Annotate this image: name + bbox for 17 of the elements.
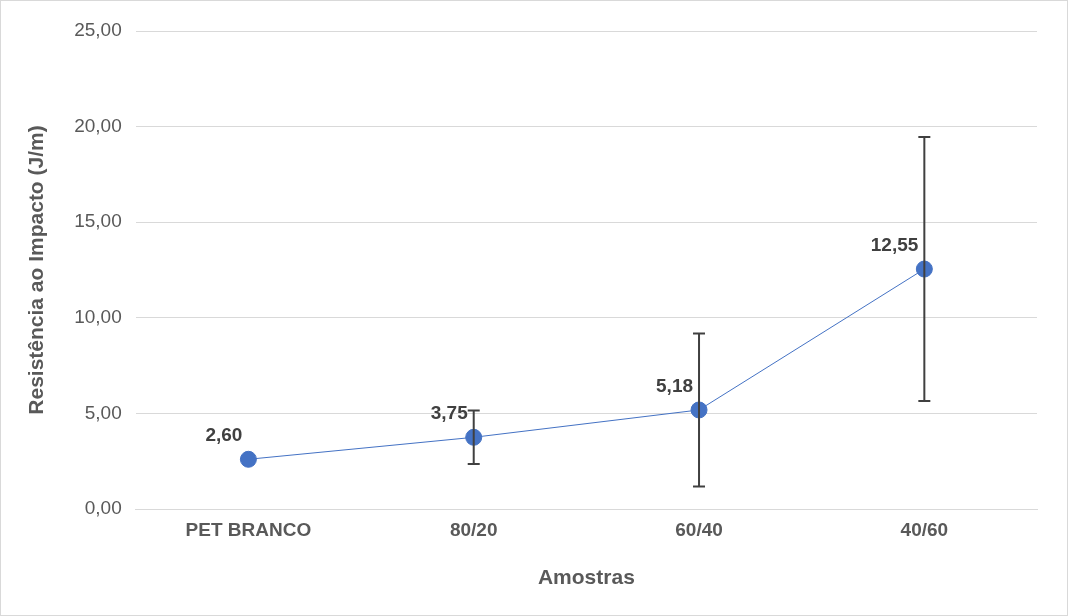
y-tick-label: 10,00: [74, 306, 122, 328]
y-tick-label: 20,00: [74, 114, 122, 136]
point: [239, 450, 257, 468]
data-label: 3,75: [430, 402, 469, 424]
y-axis-title: Resistência ao Impacto (J/m): [24, 125, 48, 415]
y-tick-label: 25,00: [74, 19, 122, 41]
y-tick-label: 5,00: [84, 401, 122, 423]
y-tick-label: 15,00: [74, 210, 122, 232]
x-tick-label: PET BRANCO: [185, 518, 312, 540]
y-tick-label: 0,00: [84, 497, 122, 519]
data-label: 5,18: [656, 374, 694, 396]
x-tick-label: 80/20: [449, 518, 498, 540]
data-label: 12,55: [870, 233, 919, 255]
x-axis-title: Amostras: [537, 565, 635, 589]
data-label: 2,60: [205, 424, 243, 446]
x-tick-label: 60/40: [675, 518, 723, 540]
x-tick-label: 40/60: [900, 518, 949, 540]
